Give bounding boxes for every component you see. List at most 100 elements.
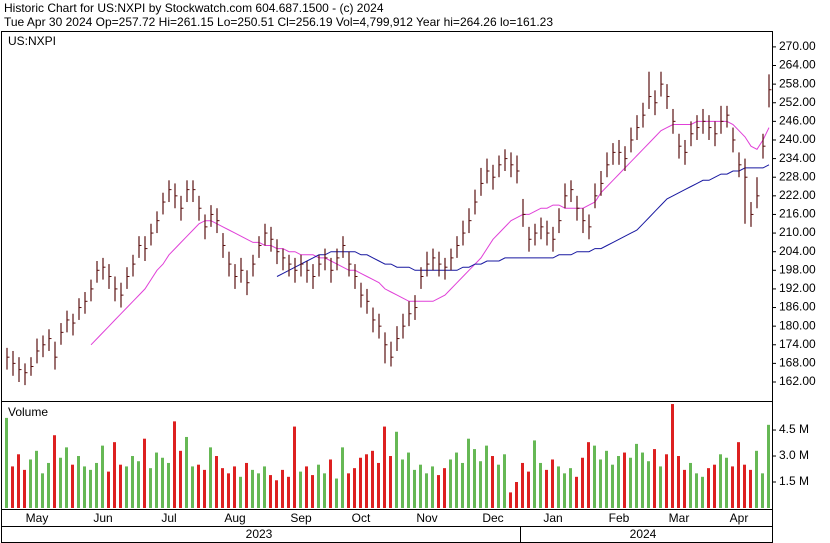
volume-bar bbox=[173, 421, 176, 508]
y-tick-label: 240.00 bbox=[779, 132, 816, 146]
volume-bar bbox=[731, 466, 734, 508]
volume-bar bbox=[635, 443, 638, 508]
volume-bar bbox=[53, 435, 56, 508]
volume-bar bbox=[395, 431, 398, 508]
volume-bar bbox=[575, 476, 578, 508]
y-tick-label: 192.00 bbox=[779, 281, 816, 295]
volume-bar bbox=[407, 452, 410, 508]
volume-bar bbox=[257, 473, 260, 508]
volume-bar bbox=[197, 464, 200, 508]
volume-bar bbox=[437, 475, 440, 508]
y-tick-label: 258.00 bbox=[779, 76, 816, 90]
volume-bar bbox=[587, 442, 590, 508]
volume-bar bbox=[743, 464, 746, 508]
volume-bar bbox=[719, 454, 722, 508]
volume-bar bbox=[725, 457, 728, 508]
volume-bar bbox=[593, 445, 596, 508]
x-tick-label: Jan bbox=[543, 511, 562, 525]
y-tick-label: 186.00 bbox=[779, 300, 816, 314]
x-tick-label: Aug bbox=[224, 511, 245, 525]
volume-bar bbox=[161, 457, 164, 508]
volume-bar bbox=[383, 426, 386, 508]
volume-bar bbox=[185, 436, 188, 508]
volume-bar bbox=[737, 442, 740, 508]
volume-bar bbox=[695, 473, 698, 508]
volume-bar bbox=[527, 471, 530, 508]
volume-bar bbox=[707, 468, 710, 508]
volume-bar bbox=[239, 476, 242, 508]
volume-bar bbox=[365, 454, 368, 508]
volume-bar bbox=[155, 452, 158, 508]
volume-bar bbox=[341, 447, 344, 508]
volume-bar bbox=[209, 447, 212, 508]
volume-bar bbox=[101, 445, 104, 508]
volume-bar bbox=[563, 473, 566, 508]
volume-bar bbox=[275, 480, 278, 508]
chart-subtitle: Tue Apr 30 2024 Op=257.72 Hi=261.15 Lo=2… bbox=[4, 15, 553, 29]
volume-bar bbox=[647, 461, 650, 508]
volume-bar bbox=[677, 456, 680, 508]
volume-bar bbox=[683, 469, 686, 508]
x-tick-label: Dec bbox=[482, 511, 503, 525]
x-tick-label: Jul bbox=[161, 511, 176, 525]
x-tick-label: Feb bbox=[609, 511, 630, 525]
y-tick-label: 198.00 bbox=[779, 262, 816, 276]
volume-bar bbox=[599, 459, 602, 508]
volume-tick-label: 3.0 M bbox=[779, 448, 809, 462]
volume-bar bbox=[581, 457, 584, 508]
volume-bar bbox=[497, 464, 500, 508]
volume-bar bbox=[515, 482, 518, 508]
y-tick-label: 204.00 bbox=[779, 244, 816, 258]
volume-bar bbox=[557, 466, 560, 508]
volume-bar bbox=[251, 469, 254, 508]
volume-bar bbox=[749, 469, 752, 508]
volume-bar bbox=[23, 469, 26, 508]
volume-bar bbox=[371, 450, 374, 508]
x-tick-label: Apr bbox=[730, 511, 749, 525]
volume-bar bbox=[41, 473, 44, 508]
y-tick-label: 210.00 bbox=[779, 225, 816, 239]
volume-bar bbox=[191, 466, 194, 508]
volume-bar bbox=[245, 462, 248, 508]
volume-bar bbox=[347, 473, 350, 508]
volume-bar bbox=[89, 469, 92, 508]
volume-bar bbox=[227, 473, 230, 508]
volume-bar bbox=[425, 473, 428, 508]
volume-title: Volume bbox=[8, 405, 48, 419]
x-tick-label: Jun bbox=[93, 511, 112, 525]
volume-bar bbox=[389, 456, 392, 508]
volume-bar bbox=[329, 459, 332, 508]
volume-bar bbox=[713, 464, 716, 508]
x-tick-label: Sep bbox=[290, 511, 312, 525]
volume-bar bbox=[623, 452, 626, 508]
volume-bar bbox=[5, 417, 8, 508]
volume-bar bbox=[617, 456, 620, 508]
volume-bar bbox=[569, 468, 572, 508]
volume-bar bbox=[119, 464, 122, 508]
volume-bar bbox=[29, 459, 32, 508]
volume-bar bbox=[263, 466, 266, 508]
volume-bar bbox=[269, 475, 272, 508]
volume-bar bbox=[293, 426, 296, 508]
y-tick-label: 246.00 bbox=[779, 114, 816, 128]
y-tick-label: 168.00 bbox=[779, 356, 816, 370]
volume-bar bbox=[761, 473, 764, 508]
chart-title: Historic Chart for US:NXPI by Stockwatch… bbox=[4, 1, 384, 15]
y-tick-label: 180.00 bbox=[779, 318, 816, 332]
volume-bar bbox=[539, 462, 542, 508]
volume-bar bbox=[125, 466, 128, 508]
volume-bar bbox=[305, 466, 308, 508]
y-tick-label: 228.00 bbox=[779, 169, 816, 183]
volume-bar bbox=[509, 492, 512, 508]
volume-bar bbox=[449, 459, 452, 508]
volume-bar bbox=[551, 459, 554, 508]
year-label: 2023 bbox=[246, 527, 273, 541]
volume-bar bbox=[35, 450, 38, 508]
volume-bar bbox=[233, 466, 236, 508]
volume-bar bbox=[77, 456, 80, 508]
volume-bar bbox=[653, 449, 656, 508]
volume-bar bbox=[443, 468, 446, 508]
volume-tick-label: 4.5 M bbox=[779, 422, 809, 436]
